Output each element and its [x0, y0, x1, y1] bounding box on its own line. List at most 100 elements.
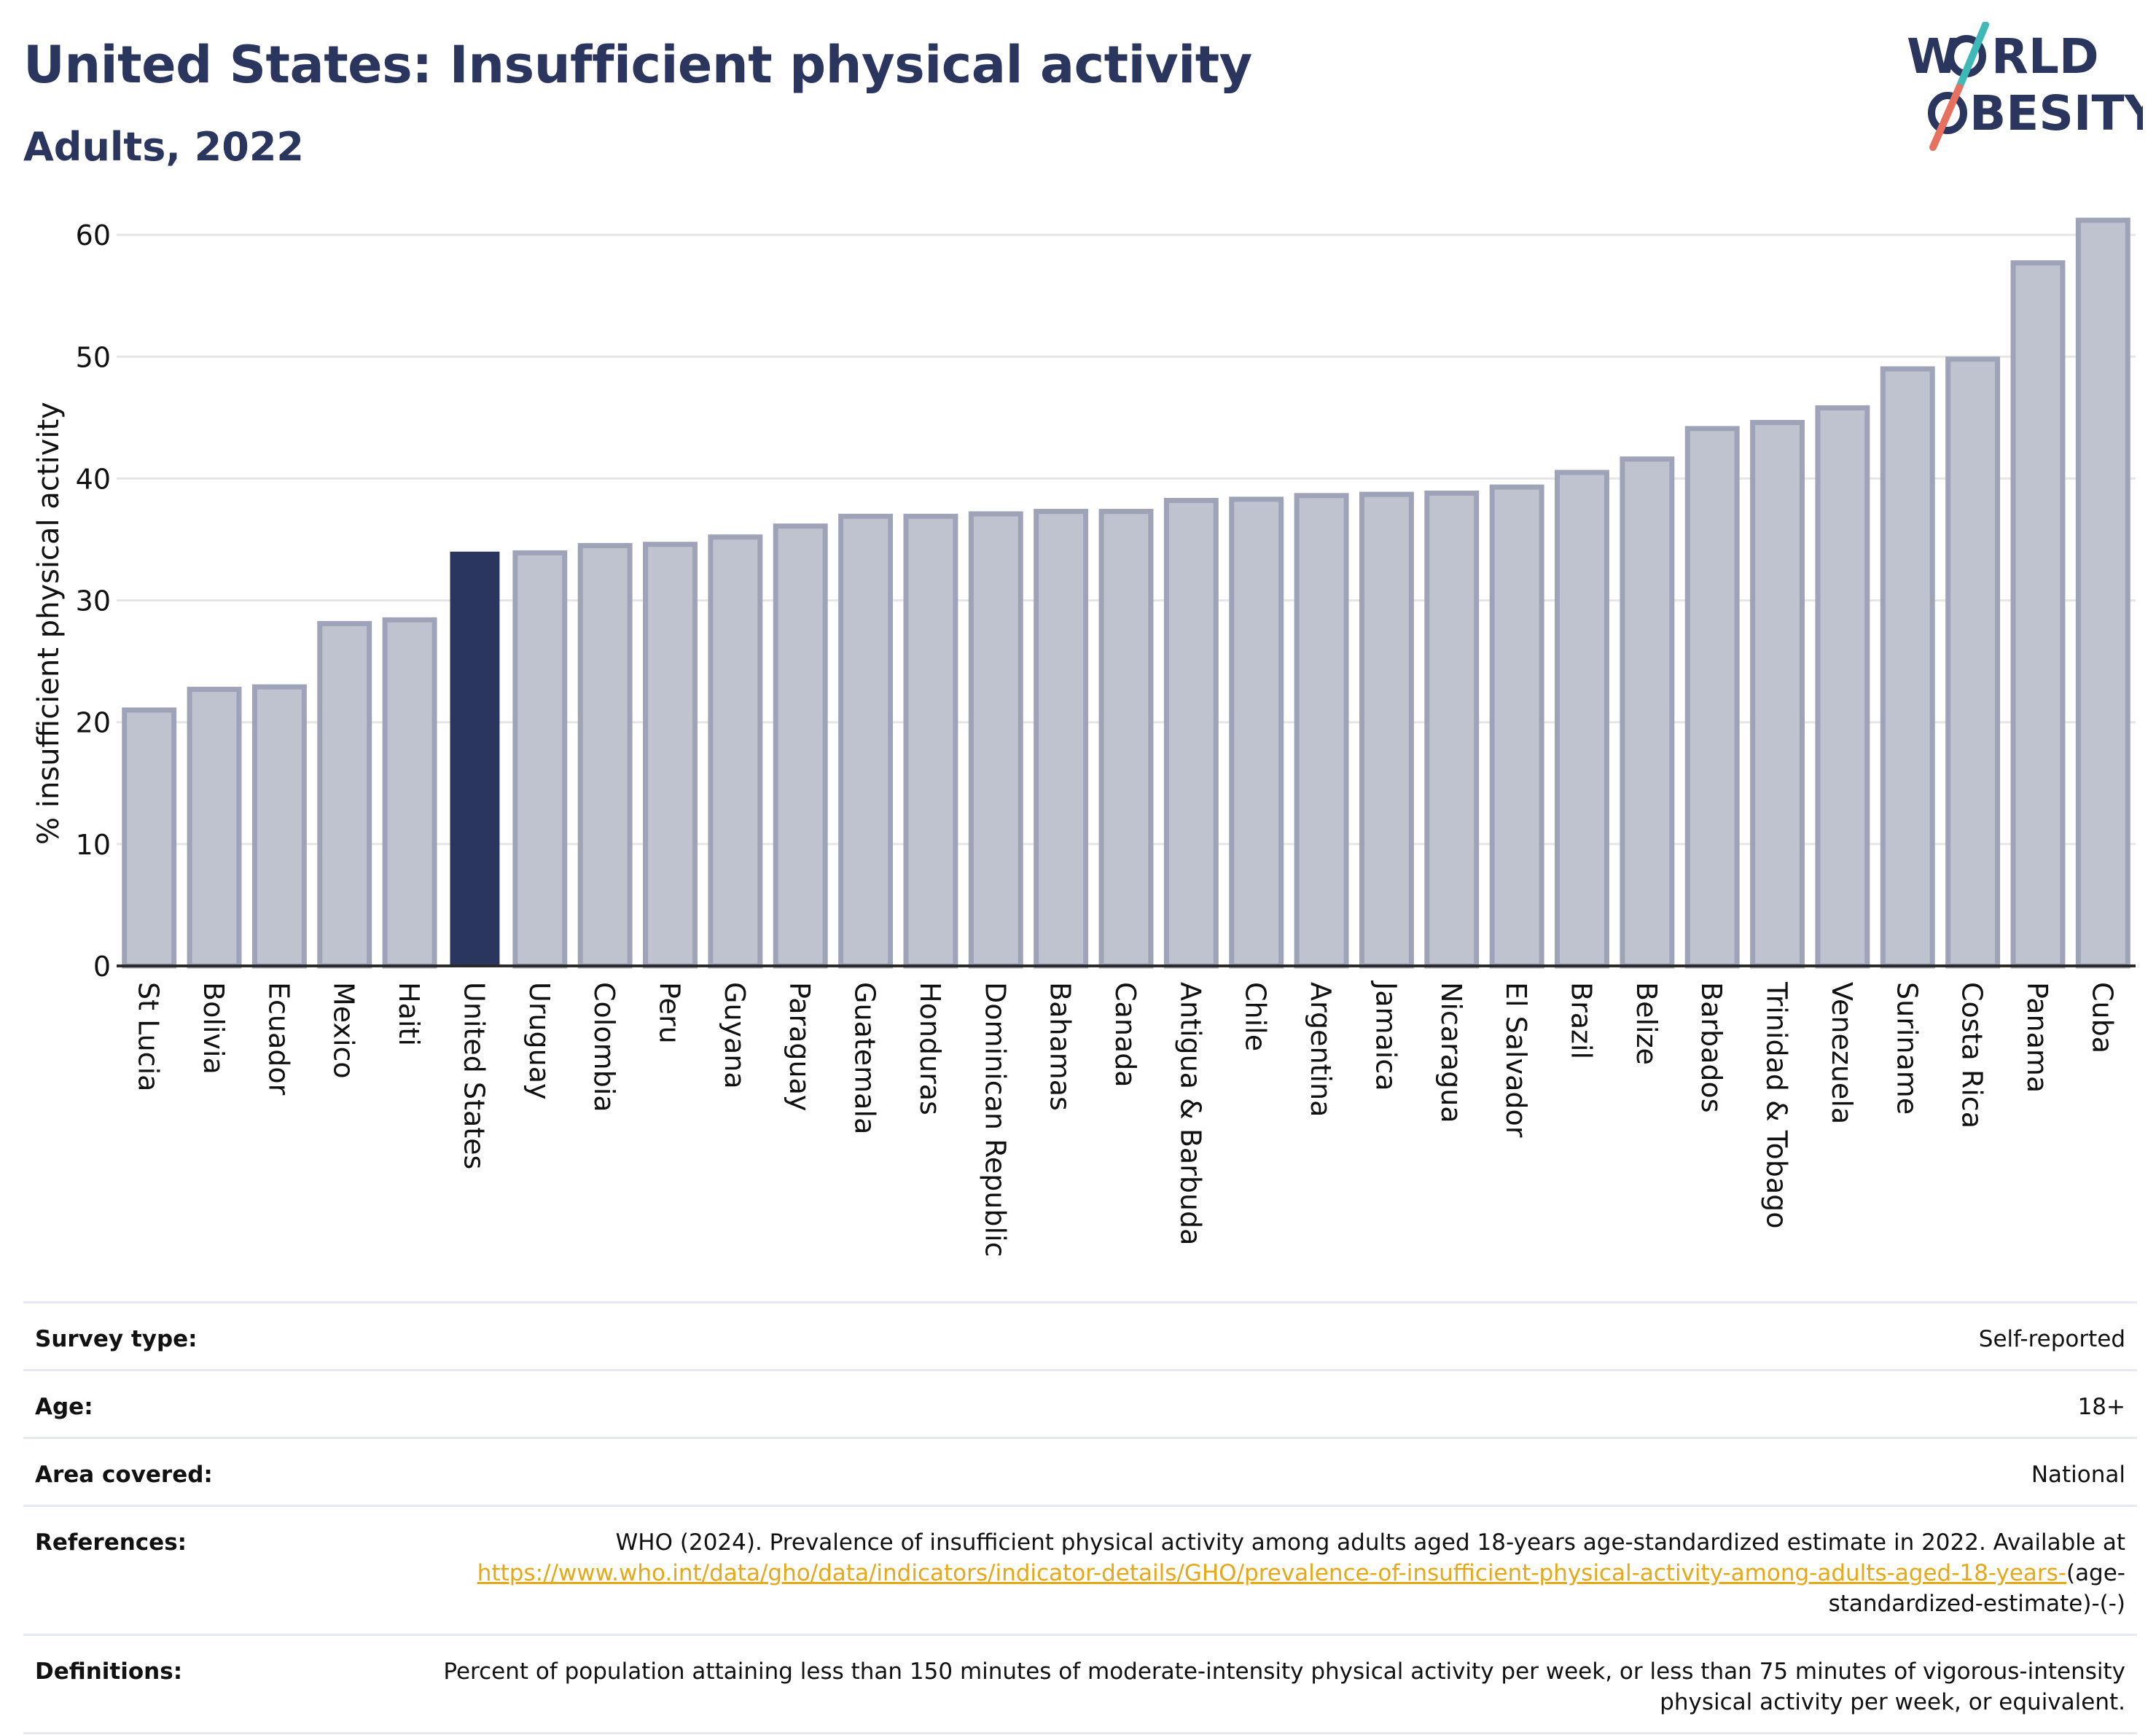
chart-subtitle: Adults, 2022 [23, 124, 304, 170]
reference-suffix: (age-standardized-estimate)-(-) [1828, 1560, 2125, 1617]
bar [1815, 405, 1870, 969]
x-tick-label: Bolivia [198, 982, 230, 1075]
metadata-value: Self-reported [1978, 1326, 2125, 1352]
bar [1034, 509, 1089, 969]
metadata-label: Area covered: [35, 1462, 213, 1488]
bar [1880, 366, 1935, 969]
bar [317, 620, 372, 969]
y-tick-label: 60 [76, 219, 111, 252]
x-tick-label: Mexico [328, 982, 360, 1079]
x-tick-label: Trinidad & Tobago [1761, 981, 1793, 1229]
y-tick-label: 50 [76, 341, 111, 373]
x-tick-label: Paraguay [784, 982, 816, 1111]
x-tick-label: Venezuela [1826, 982, 1858, 1124]
metadata-value: 18+ [2077, 1394, 2125, 1420]
x-tick-label: Colombia [588, 982, 620, 1112]
metadata-label: Age: [35, 1394, 93, 1420]
bar [1359, 491, 1414, 969]
x-tick-label: Guyana [719, 982, 751, 1089]
bar [1163, 498, 1219, 969]
bar [1098, 509, 1154, 969]
logo-text-besity: BESITY [1969, 85, 2143, 141]
x-tick-label: Costa Rica [1956, 982, 1988, 1128]
x-tick-label: Dominican Republic [979, 982, 1011, 1257]
x-tick-label: Chile [1240, 982, 1272, 1051]
x-tick-label: Haiti [393, 982, 425, 1046]
bar [708, 534, 763, 969]
bar [773, 523, 828, 969]
x-tick-label: United States [458, 982, 490, 1169]
y-tick-label: 40 [76, 463, 111, 495]
x-tick-label: Ecuador [262, 982, 294, 1096]
bar [1684, 426, 1740, 969]
x-tick-label: Argentina [1305, 982, 1337, 1117]
bar [382, 617, 437, 969]
x-tick-label: Brazil [1565, 982, 1597, 1059]
bar [1750, 420, 1805, 969]
bar [2010, 260, 2066, 969]
bar [122, 707, 177, 969]
metadata-row: Definitions: Percent of population attain… [23, 1634, 2137, 1734]
x-tick-label: Suriname [1891, 982, 1923, 1115]
bar [1555, 469, 1609, 969]
y-tick-label: 30 [76, 585, 111, 617]
bar [2075, 217, 2130, 969]
metadata-row: Survey type: Self-reported [23, 1301, 2137, 1369]
bar [968, 511, 1023, 969]
logo-slash-bottom [1929, 84, 1963, 151]
bar [512, 550, 568, 969]
metadata-row: Area covered: National [23, 1437, 2137, 1505]
bar [903, 513, 958, 969]
metadata-row: Age: 18+ [23, 1369, 2137, 1437]
bar [187, 687, 242, 969]
logo-text-rld: RLD [1991, 28, 2099, 85]
metadata-label: Survey type: [35, 1326, 198, 1352]
y-tick-label: 20 [76, 707, 111, 739]
metadata-label: Definitions: [35, 1658, 183, 1685]
bar [251, 684, 307, 969]
x-tick-label: Nicaragua [1435, 982, 1467, 1123]
metadata-row: References: WHO (2024). Prevalence of ins… [23, 1505, 2137, 1634]
metadata-table: Survey type: Self-reported Age: 18+ Area cov… [23, 1301, 2137, 1734]
metadata-value: National [2031, 1462, 2125, 1488]
bar [1424, 490, 1480, 969]
x-tick-label: Honduras [914, 982, 946, 1115]
y-tick-label: 10 [76, 829, 111, 861]
bar [643, 542, 698, 969]
x-tick-label: El Salvador [1500, 982, 1532, 1138]
bars [122, 217, 2130, 969]
chart-title: United States: Insufficient physical act… [23, 35, 1252, 95]
logo-slash-top [1956, 22, 1989, 91]
metadata-value: WHO (2024). Prevalence of insufficient p… [477, 1529, 2125, 1617]
bar-chart: 0 10 20 30 40 50 60 St Lucia Bolivia Ecuador Mexi… [32, 217, 2136, 1257]
x-axis-labels: St Lucia Bolivia Ecuador Mexico Haiti United … [133, 980, 2119, 1257]
bar [577, 542, 633, 969]
bar-highlight [450, 551, 500, 966]
bar [1489, 484, 1544, 969]
metadata-value: Percent of population attaining less tha… [443, 1658, 2125, 1715]
x-tick-label: Panama [2021, 982, 2053, 1093]
x-tick-label: Bahamas [1044, 982, 1077, 1111]
bar [1294, 493, 1349, 969]
y-axis-label: % insufficient physical activity [32, 402, 66, 845]
reference-link[interactable]: https://www.who.int/data/gho/data/indica… [477, 1560, 2066, 1586]
bar [1945, 356, 2001, 969]
bar [1229, 496, 1284, 969]
x-tick-label: Guatemala [849, 982, 881, 1134]
x-tick-label: Canada [1109, 982, 1141, 1088]
x-tick-label: Uruguay [523, 982, 555, 1100]
x-tick-label: Antigua & Barbuda [1174, 982, 1206, 1245]
x-tick-label: Belize [1630, 982, 1663, 1065]
y-axis-ticks: 0 10 20 30 40 50 60 [76, 219, 111, 983]
bar [838, 513, 894, 969]
x-tick-label: Jamaica [1370, 980, 1402, 1091]
x-tick-label: Peru [654, 982, 686, 1044]
logo-letter-o-2 [1928, 92, 1967, 134]
x-tick-label: St Lucia [133, 982, 165, 1091]
bar [1620, 456, 1675, 969]
world-obesity-logo: W RLD BESITY [1907, 22, 2143, 151]
x-tick-label: Cuba [2086, 982, 2118, 1053]
metadata-label: References: [35, 1529, 187, 1556]
y-tick-label: 0 [93, 951, 111, 983]
x-tick-label: Barbados [1695, 982, 1727, 1113]
